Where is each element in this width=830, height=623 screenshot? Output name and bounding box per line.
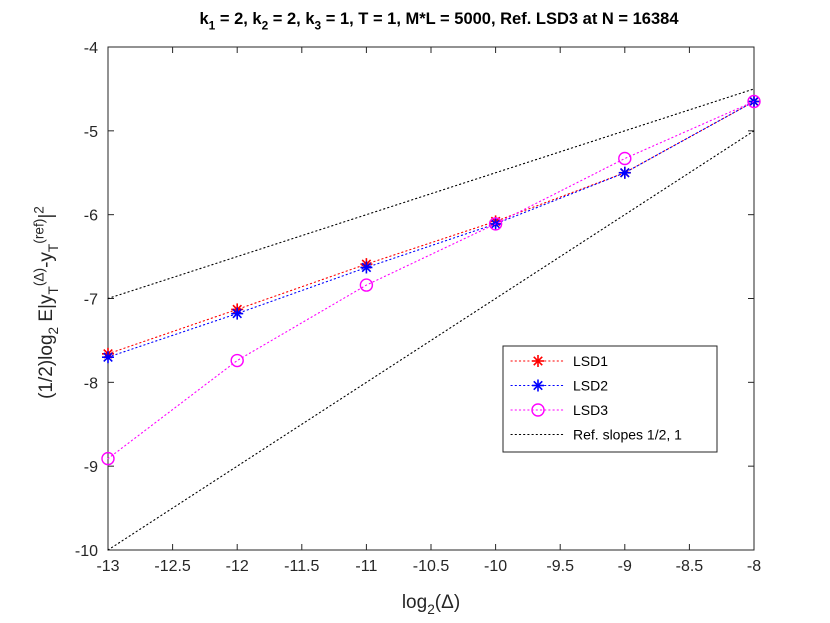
legend: LSD1 LSD2 LSD3 Ref. slopes 1/2, 1 <box>502 345 718 453</box>
x-tick-label: -12.5 <box>154 558 191 575</box>
x-tick-label: -10.5 <box>413 558 450 575</box>
x-tick-label: -10 <box>484 558 507 575</box>
y-tick-label: -8 <box>84 375 98 392</box>
y-tick-label: -9 <box>84 459 98 476</box>
data-point-lsd3 <box>359 278 374 292</box>
series-line-lsd2 <box>107 100 755 358</box>
plot-area <box>101 46 761 551</box>
text-layer: -13 -12.5 -12 -11.5 -11 -10.5 -10 -9.5 -9 -8.5 -8 -… <box>31 10 761 617</box>
y-tick-label: -4 <box>84 40 98 57</box>
asterisk-stroke <box>103 352 113 362</box>
x-tick-label: -8 <box>747 558 761 575</box>
legend-label-lsd3: LSD3 <box>573 402 608 418</box>
legend-marker-lsd3 <box>531 403 545 417</box>
asterisk-stroke <box>361 262 372 273</box>
x-tick-label: -8.5 <box>676 558 704 575</box>
asterisk-stroke <box>619 167 630 178</box>
y-axis-label: (1/2)log2 E|yT(Δ)-yT(ref)|2 <box>31 206 61 399</box>
data-point-lsd2 <box>360 261 373 274</box>
data-point-lsd3 <box>230 353 244 368</box>
data-point-lsd3 <box>488 217 503 231</box>
asterisk-stroke <box>533 380 543 391</box>
x-tick-label: -9.5 <box>546 558 574 575</box>
y-tick-label: -10 <box>75 543 98 560</box>
legend-marker-lsd1 <box>532 355 544 367</box>
chart-title: k1 = 2, k2 = 2, k3 = 1, T = 1, M*L = 500… <box>199 10 679 32</box>
x-tick-label: -11.5 <box>284 558 319 575</box>
y-tick-label: -5 <box>84 124 98 141</box>
legend-label-lsd1: LSD1 <box>573 353 608 369</box>
legend-marker-lsd2 <box>532 379 544 392</box>
asterisk-stroke <box>232 308 243 319</box>
x-tick-label: -12 <box>226 558 249 575</box>
x-axis-label: log2(Δ) <box>402 592 460 617</box>
series-line-lsd3 <box>107 100 755 460</box>
y-tick-label: -6 <box>84 208 98 225</box>
x-tick-label: -9 <box>618 558 632 575</box>
data-point-lsd3 <box>618 151 632 166</box>
data-point-lsd2 <box>102 351 114 364</box>
series-line-lsd1 <box>107 100 755 355</box>
series-line-ref-slopes-1-2-1-1 <box>107 88 755 300</box>
legend-label-ref-slopes-1-2-1: Ref. slopes 1/2, 1 <box>573 427 682 443</box>
data-point-lsd2 <box>618 166 631 179</box>
y-tick-label: -7 <box>84 292 98 309</box>
x-tick-label: -11 <box>355 558 377 575</box>
data-point-lsd3 <box>101 451 115 466</box>
data-point-lsd3 <box>747 94 761 109</box>
data-point-lsd2 <box>231 307 244 320</box>
x-tick-label: -13 <box>96 558 119 575</box>
asterisk-stroke <box>533 356 543 366</box>
legend-label-lsd2: LSD2 <box>573 378 608 394</box>
